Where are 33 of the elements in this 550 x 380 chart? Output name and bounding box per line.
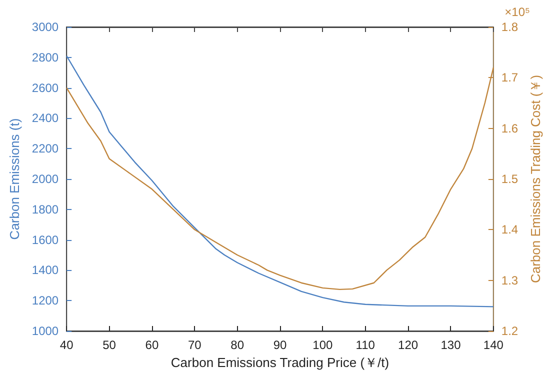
y-tick-label: 2200 bbox=[32, 142, 59, 156]
y2-tick-label: 1.8 bbox=[501, 20, 518, 34]
x-tick-label: 110 bbox=[356, 338, 376, 352]
x-tick-label: 80 bbox=[230, 338, 244, 352]
x-tick-label: 40 bbox=[60, 338, 74, 352]
y2-tick-label: 1.7 bbox=[501, 70, 518, 85]
y-axis-title: Carbon Emissions (t) bbox=[7, 118, 22, 240]
y-tick-label: 3000 bbox=[32, 20, 59, 34]
x-tick-label: 120 bbox=[398, 338, 418, 352]
y-tick-label: 1200 bbox=[32, 294, 59, 308]
x-tick-label: 140 bbox=[483, 338, 504, 352]
y2-axis-title: Carbon Emissions Trading Cost (￥) bbox=[528, 74, 543, 284]
x-tick-label: 70 bbox=[188, 338, 202, 352]
y-tick-label: 2800 bbox=[32, 50, 59, 64]
y-tick-label: 1600 bbox=[32, 232, 59, 247]
x-tick-label: 100 bbox=[312, 338, 334, 352]
y-tick-label: 1000 bbox=[32, 324, 59, 338]
text: ×10⁵ bbox=[504, 5, 530, 19]
x-tick-label: 60 bbox=[145, 338, 159, 352]
y2-tick-label: 1.5 bbox=[501, 172, 518, 186]
y-tick-label: 2000 bbox=[32, 172, 59, 186]
y-tick-label: 2400 bbox=[32, 111, 59, 126]
y-tick-label: 2600 bbox=[32, 80, 59, 95]
y-tick-label: 1400 bbox=[32, 263, 59, 278]
x-tick-label: 90 bbox=[273, 338, 287, 352]
y2-tick-label: 1.2 bbox=[501, 324, 518, 338]
y-tick-label: 1800 bbox=[32, 202, 59, 216]
y2-tick-label: 1.4 bbox=[501, 222, 518, 237]
x-axis-title: Carbon Emissions Trading Price (￥/t) bbox=[170, 354, 390, 370]
x-tick-label: 50 bbox=[102, 338, 116, 352]
y2-tick-label: 1.3 bbox=[501, 273, 518, 288]
x-tick-label: 130 bbox=[440, 338, 462, 352]
y2-tick-label: 1.6 bbox=[501, 121, 518, 136]
